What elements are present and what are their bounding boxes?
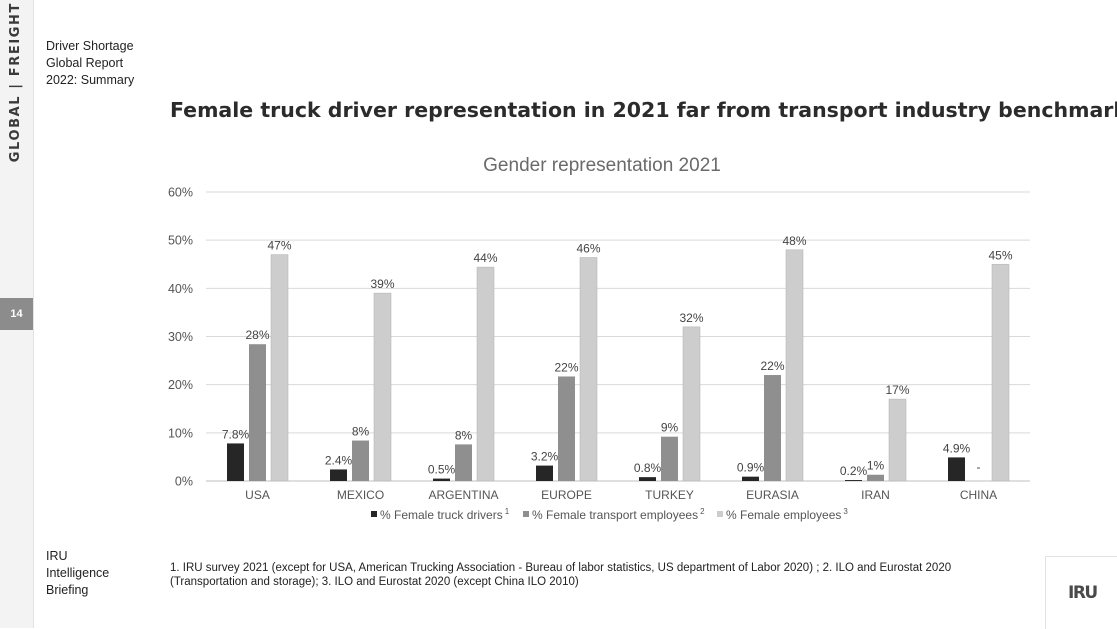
- bar: [764, 375, 781, 481]
- footer-org-line: Briefing: [46, 583, 89, 597]
- legend-swatch: [371, 511, 377, 517]
- legend: % Female truck drivers 1 % Female transpor…: [371, 507, 848, 522]
- bar: [433, 478, 450, 481]
- data-label: 8%: [352, 425, 370, 439]
- data-label: 9%: [661, 421, 679, 435]
- data-label: 22%: [554, 360, 578, 374]
- x-tick-label: MEXICO: [337, 488, 384, 502]
- y-tick-label: 60%: [168, 186, 193, 200]
- report-title-line: Global Report: [46, 56, 124, 70]
- data-label: 0.9%: [737, 461, 765, 475]
- x-tick-label: EURASIA: [746, 488, 799, 502]
- footer-org-line: IRU: [46, 549, 68, 563]
- bar: [948, 457, 965, 481]
- data-label: 8%: [455, 428, 473, 442]
- data-label: -: [977, 460, 981, 474]
- data-label: 22%: [760, 359, 784, 373]
- bar: [785, 249, 804, 482]
- data-label: 28%: [245, 328, 269, 342]
- data-labels: 7.8% 28% 47% 2.4% 8% 39% 0.5% 8% 44% 3.2% 22% 46% 0.…: [222, 234, 1013, 478]
- bar: [476, 266, 495, 482]
- x-tick-label: ARGENTINA: [428, 488, 498, 502]
- page-number: 14: [0, 298, 33, 330]
- bar: [270, 254, 289, 482]
- page-headline: Female truck driver representation in 20…: [170, 98, 1117, 122]
- bar: [536, 465, 553, 481]
- x-tick-label: CHINA: [960, 488, 997, 502]
- y-tick-label: 10%: [168, 426, 193, 440]
- data-label: 1%: [867, 459, 885, 473]
- data-label: 4.9%: [943, 441, 971, 455]
- y-tick-label: 30%: [168, 330, 193, 344]
- legend-swatch: [523, 511, 529, 517]
- legend-item: % Female transport employees 2: [532, 507, 705, 522]
- data-label: 0.5%: [428, 463, 456, 477]
- data-label: 45%: [988, 248, 1012, 262]
- x-tick-label: IRAN: [861, 488, 890, 502]
- data-label: 47%: [267, 239, 291, 253]
- x-tick-label: TURKEY: [645, 488, 694, 502]
- x-tick-label: USA: [245, 488, 270, 502]
- bar: [991, 263, 1010, 482]
- bar: [330, 469, 347, 481]
- footnote: 1. IRU survey 2021 (except for USA, Amer…: [170, 562, 952, 588]
- report-title-line: 2022: Summary: [46, 73, 135, 87]
- footer-org: IRU Intelligence Briefing: [46, 548, 146, 599]
- report-title-line: Driver Shortage: [46, 39, 134, 53]
- legend-item: % Female employees 3: [726, 507, 848, 522]
- bar: [249, 344, 266, 481]
- data-label: 3.2%: [531, 450, 559, 464]
- data-label: 0.8%: [634, 461, 662, 475]
- data-label: 44%: [473, 251, 497, 265]
- data-label: 7.8%: [222, 427, 250, 441]
- y-tick-label: 20%: [168, 378, 193, 392]
- data-label: 32%: [679, 311, 703, 325]
- bar: [682, 326, 701, 482]
- y-tick-label: 40%: [168, 282, 193, 296]
- data-label: 2.4%: [325, 453, 353, 467]
- y-tick-label: 50%: [168, 234, 193, 248]
- legend-item: % Female truck drivers 1: [380, 507, 510, 522]
- bar: [845, 480, 862, 481]
- bar: [742, 476, 759, 481]
- bar: [227, 443, 244, 481]
- x-tick-label: EUROPE: [541, 488, 592, 502]
- report-title: Driver Shortage Global Report 2022: Summ…: [46, 38, 166, 89]
- bars: [227, 249, 1010, 482]
- chart-title: Gender representation 2021: [483, 155, 721, 176]
- data-label: 17%: [885, 383, 909, 397]
- x-axis-labels: USA MEXICO ARGENTINA EUROPE TURKEY EURASIA IRA…: [245, 488, 997, 502]
- data-label: 46%: [576, 242, 600, 256]
- y-axis-labels: 0% 10% 20% 30% 40% 50% 60%: [168, 186, 193, 489]
- y-tick-label: 0%: [175, 475, 193, 489]
- bar: [888, 398, 907, 482]
- footer-org-line: Intelligence: [46, 566, 110, 580]
- bar: [455, 444, 472, 481]
- bar: [639, 477, 656, 481]
- data-label: 48%: [782, 234, 806, 248]
- bar: [867, 474, 884, 481]
- data-label: 39%: [370, 277, 394, 291]
- bar: [661, 436, 678, 481]
- iru-logo-text: IRU: [1068, 583, 1098, 603]
- bar: [558, 376, 575, 481]
- gridlines: [206, 191, 1030, 482]
- iru-logo: IRU: [1045, 556, 1117, 629]
- bar: [579, 257, 598, 482]
- bar: [352, 440, 369, 481]
- data-label: 0.2%: [840, 464, 868, 478]
- side-strip: GLOBAL | FREIGHT 14: [0, 0, 34, 628]
- bar: [373, 292, 392, 482]
- legend-swatch: [717, 511, 723, 517]
